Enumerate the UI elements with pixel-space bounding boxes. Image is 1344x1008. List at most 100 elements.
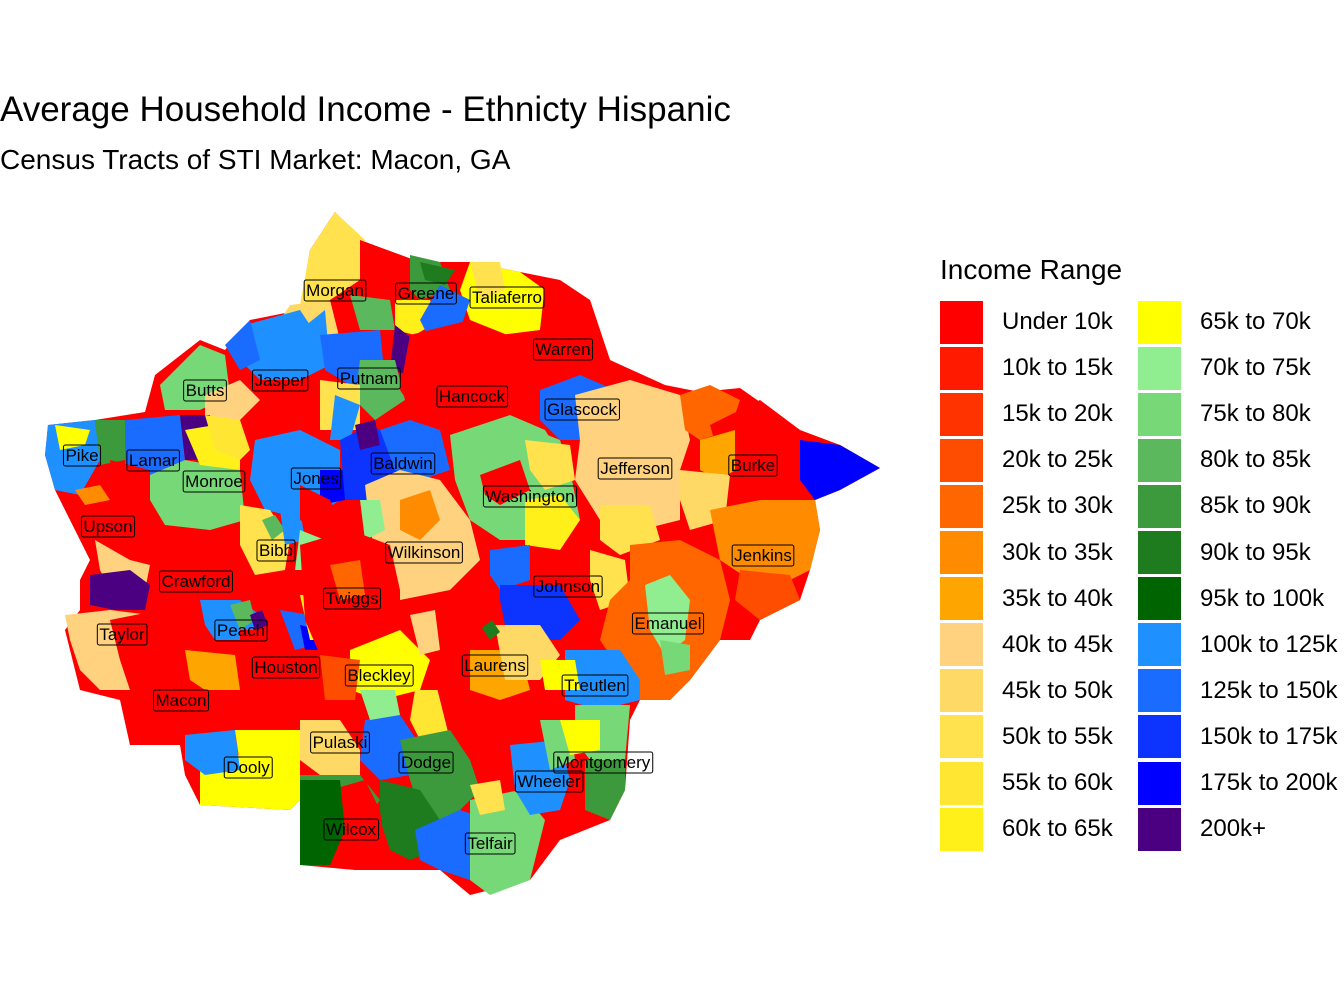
county-label: Upson <box>80 515 136 538</box>
county-label: Macon <box>152 689 210 712</box>
census-tract <box>150 535 250 610</box>
county-label: Butts <box>183 379 227 402</box>
county-label-text: Telfair <box>467 834 513 853</box>
census-tract <box>300 720 360 775</box>
census-tract <box>360 690 400 720</box>
county-label: Pulaski <box>310 731 370 754</box>
census-tract <box>330 560 365 600</box>
census-tract <box>470 780 505 815</box>
legend-item: 85k to 90k <box>1138 484 1311 528</box>
census-tract <box>482 620 500 640</box>
legend-swatch <box>940 623 983 667</box>
county-label: Morgan <box>303 279 367 302</box>
census-tract <box>150 460 245 530</box>
legend-label: 90k to 95k <box>1200 538 1311 566</box>
county-label-text: Crawford <box>162 572 231 591</box>
county-label: Dooly <box>223 756 273 779</box>
county-label-box <box>182 470 246 493</box>
county-label-box <box>514 770 584 793</box>
census-tract <box>490 545 530 590</box>
legend-swatch <box>1138 807 1181 851</box>
census-tract <box>205 415 250 460</box>
census-tract <box>205 380 260 420</box>
census-tract <box>300 212 365 305</box>
county-label: Washington <box>482 485 578 508</box>
census-tract <box>800 440 880 500</box>
county-label-box <box>80 515 136 538</box>
census-tract <box>185 650 240 690</box>
legend-swatch <box>1138 577 1181 621</box>
county-label-box <box>126 449 180 472</box>
legend-item: 95k to 100k <box>1138 577 1324 621</box>
census-tract <box>185 730 240 775</box>
county-label-text: Jenkins <box>734 546 792 565</box>
legend-item: 90k to 95k <box>1138 531 1311 575</box>
census-tract <box>360 500 385 540</box>
county-label-box <box>62 444 102 467</box>
county-label-box <box>337 367 401 390</box>
county-label: Greene <box>395 282 457 305</box>
legend-swatch <box>1138 623 1181 667</box>
county-label-box <box>251 369 309 392</box>
legend-label: 80k to 85k <box>1200 446 1311 474</box>
county-label-box <box>731 544 795 567</box>
county-label: Taylor <box>96 623 148 646</box>
county-label-box <box>461 654 529 677</box>
legend-label: 100k to 125k <box>1200 630 1338 658</box>
census-tract <box>280 510 305 545</box>
legend-item: 80k to 85k <box>1138 438 1311 482</box>
county-label: Monroe <box>182 470 246 493</box>
county-label-box <box>464 832 516 855</box>
legend-item: 10k to 15k <box>940 346 1113 390</box>
county-label: Burke <box>728 454 778 477</box>
legend-swatch <box>940 484 983 528</box>
census-tract <box>735 570 800 620</box>
census-tract <box>95 420 125 465</box>
county-label: Laurens <box>461 654 529 677</box>
county-label-text: Peach <box>217 621 265 640</box>
county-label-box <box>159 570 233 593</box>
legend-item: 30k to 35k <box>940 531 1113 575</box>
legend-label: 60k to 65k <box>1002 815 1113 843</box>
county-label-box <box>303 279 367 302</box>
county-label-text: Twiggs <box>326 589 379 608</box>
county-label-box <box>395 282 457 305</box>
county-label-text: Taylor <box>99 625 145 644</box>
census-tract <box>235 730 300 765</box>
county-label-text: Morgan <box>306 281 364 300</box>
census-tract <box>575 380 690 530</box>
legend-label: 125k to 150k <box>1200 676 1338 704</box>
census-tract <box>410 610 440 655</box>
census-tract <box>350 240 410 310</box>
county-label-box <box>370 452 436 475</box>
county-label: Twiggs <box>323 587 381 610</box>
legend-item: 125k to 150k <box>1138 669 1337 713</box>
census-tract <box>520 285 610 380</box>
county-label-text: Pike <box>65 446 98 465</box>
census-tract <box>300 310 330 380</box>
county-label: Wheeler <box>514 770 584 793</box>
legend-item: 50k to 55k <box>940 715 1113 759</box>
census-tract <box>400 320 545 430</box>
county-label-box <box>385 541 463 564</box>
county-label-text: Wilcox <box>326 820 377 839</box>
census-tract <box>470 262 505 300</box>
legend-swatch <box>940 438 983 482</box>
legend-item: 35k to 40k <box>940 577 1113 621</box>
county-label: Emanuel <box>631 612 705 635</box>
legend-item: 45k to 50k <box>940 669 1113 713</box>
county-label: Peach <box>214 619 268 642</box>
county-label: Glascock <box>544 398 620 421</box>
census-tract <box>75 500 155 560</box>
map-title: Average Household Income - Ethnicty Hisp… <box>0 90 731 129</box>
census-tract <box>225 320 260 370</box>
legend-label: 70k to 75k <box>1200 354 1311 382</box>
county-label-text: Butts <box>186 381 225 400</box>
legend-label: 10k to 15k <box>1002 354 1113 382</box>
legend-swatch <box>940 761 983 805</box>
county-label-text: Greene <box>398 284 455 303</box>
county-label-text: Burke <box>731 456 775 475</box>
legend-item: 65k to 70k <box>1138 300 1311 344</box>
county-label-text: Emanuel <box>634 614 701 633</box>
county-label-text: Warren <box>535 340 590 359</box>
